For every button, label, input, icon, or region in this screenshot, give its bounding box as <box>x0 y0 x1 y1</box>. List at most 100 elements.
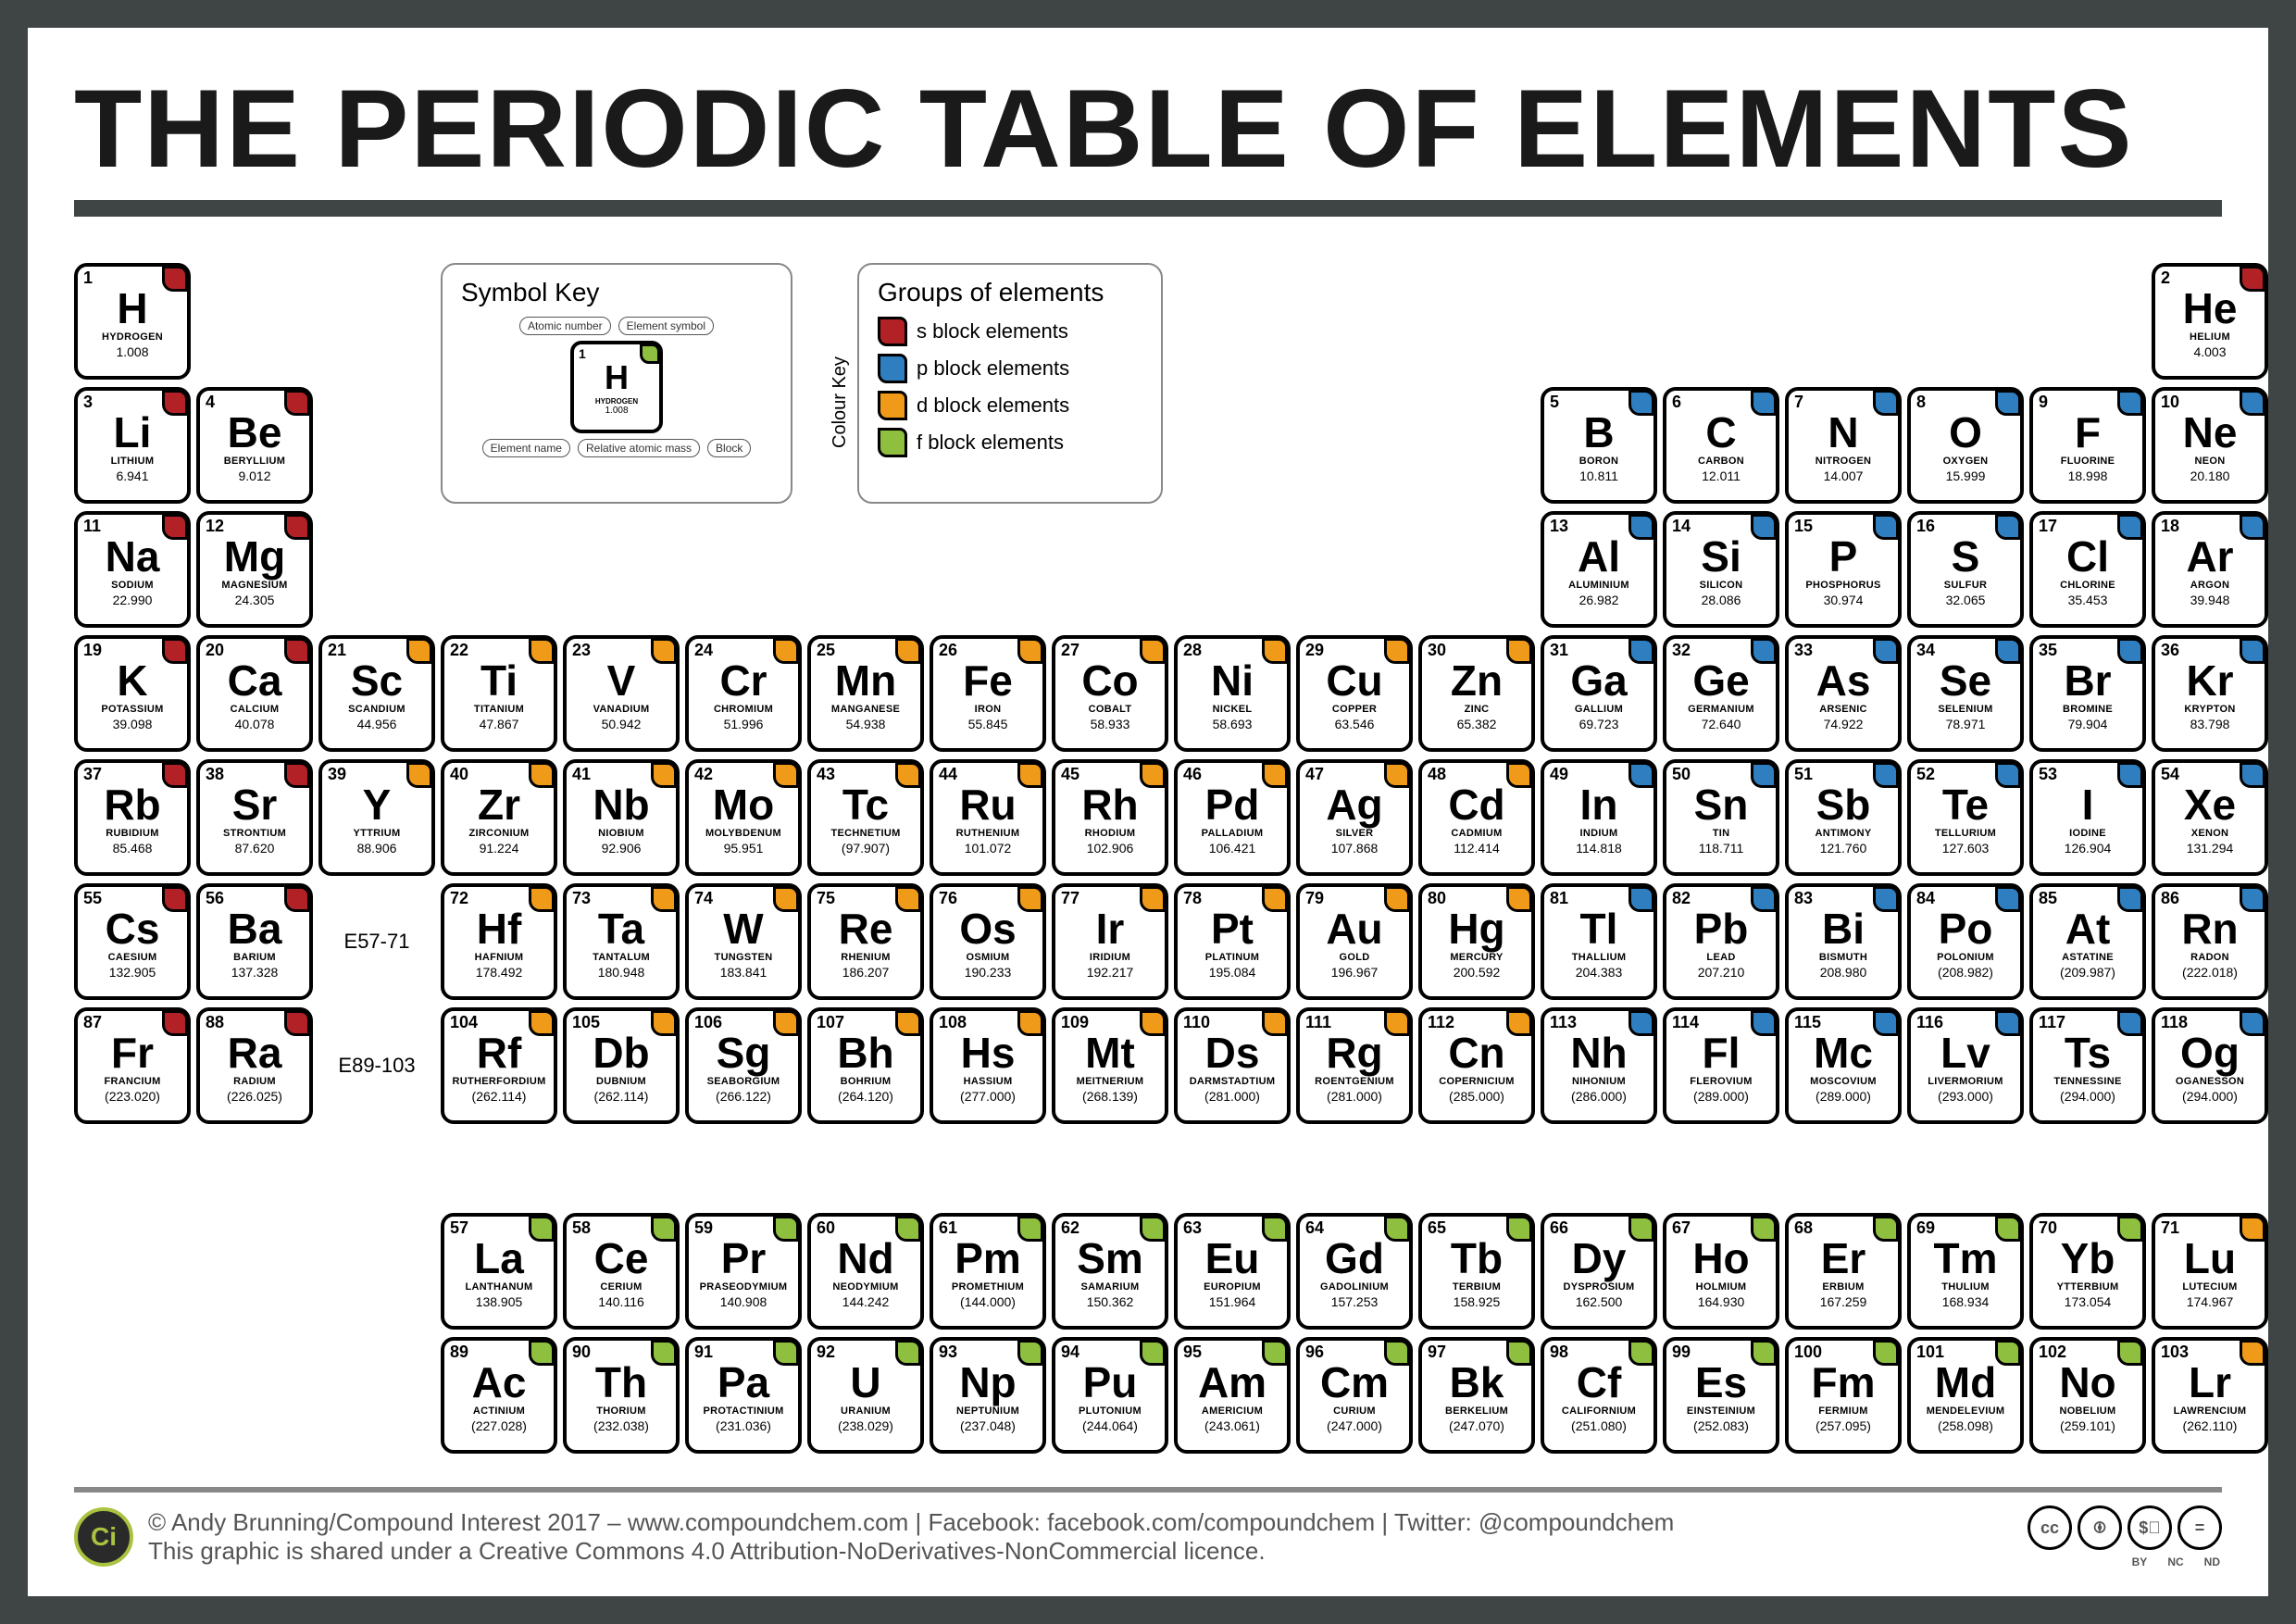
block-corner-icon <box>1628 1216 1654 1242</box>
atomic-mass: 85.468 <box>113 841 153 856</box>
element-cell-Tl: 81TlTHALLIUM204.383 <box>1541 883 1657 1000</box>
element-symbol: Ag <box>1326 783 1382 826</box>
element-name: MANGANESE <box>831 704 900 715</box>
element-symbol: Sm <box>1077 1237 1143 1280</box>
element-symbol: Ta <box>598 907 644 950</box>
element-name: PLATINUM <box>1205 952 1259 963</box>
element-name: BERKELIUM <box>1445 1405 1508 1417</box>
atomic-number: 87 <box>83 1013 102 1032</box>
element-cell-Og: 118OgOGANESSON(294.000) <box>2152 1007 2268 1124</box>
block-corner-icon <box>1873 638 1899 664</box>
colour-label-f: f block elements <box>917 431 1064 455</box>
atomic-mass: 114.818 <box>1576 841 1622 856</box>
element-name: ZINC <box>1465 704 1490 715</box>
element-cell-In: 49InINDIUM114.818 <box>1541 759 1657 876</box>
block-corner-icon <box>1384 886 1410 912</box>
element-symbol: Cl <box>2066 535 2109 578</box>
block-corner-icon <box>2240 266 2265 292</box>
block-corner-icon <box>651 886 677 912</box>
atomic-mass: 192.217 <box>1087 965 1134 980</box>
element-symbol: F <box>2075 411 2101 454</box>
element-symbol: Mt <box>1085 1031 1135 1074</box>
element-cell-Zr: 40ZrZIRCONIUM91.224 <box>441 759 557 876</box>
element-symbol: Ce <box>594 1237 649 1280</box>
atomic-mass: 126.904 <box>2065 841 2112 856</box>
block-corner-icon <box>1873 390 1899 416</box>
colour-key-title: Groups of elements <box>878 278 1142 307</box>
element-cell-Pa: 91PaPROTACTINIUM(231.036) <box>685 1337 802 1454</box>
element-symbol: Cr <box>719 659 767 702</box>
colour-swatch-f <box>878 428 907 457</box>
element-cell-C: 6CCARBON12.011 <box>1663 387 1779 504</box>
ci-logo-icon: Ci <box>74 1507 133 1567</box>
element-symbol: Rb <box>104 783 160 826</box>
element-symbol: Nb <box>593 783 649 826</box>
example-num: 1 <box>579 346 586 361</box>
element-cell-Lv: 116LvLIVERMORIUM(293.000) <box>1907 1007 2024 1124</box>
element-name: SILICON <box>1700 580 1743 591</box>
block-corner-icon <box>1506 638 1532 664</box>
atomic-number: 2 <box>2161 269 2170 288</box>
atomic-mass: (258.098) <box>1938 1418 1993 1433</box>
atomic-number: 37 <box>83 765 102 784</box>
atomic-number: 10 <box>2161 393 2179 412</box>
element-symbol: Ni <box>1211 659 1254 702</box>
element-cell-Cf: 98CfCALIFORNIUM(251.080) <box>1541 1337 1657 1454</box>
element-name: BOHRIUM <box>841 1076 892 1087</box>
element-symbol: Br <box>2064 659 2111 702</box>
element-cell-No: 102NoNOBELIUM(259.101) <box>2029 1337 2146 1454</box>
atomic-mass: (294.000) <box>2060 1089 2115 1104</box>
atomic-number: 68 <box>1794 1218 1813 1238</box>
block-corner-icon <box>651 1216 677 1242</box>
atomic-number: 80 <box>1428 889 1446 908</box>
element-symbol: Dy <box>1572 1237 1627 1280</box>
element-name: INDIUM <box>1580 828 1618 839</box>
element-name: OSMIUM <box>966 952 1009 963</box>
block-corner-icon <box>529 1340 555 1366</box>
symbol-key-title: Symbol Key <box>461 278 772 307</box>
atomic-number: 18 <box>2161 517 2179 536</box>
element-symbol: S <box>1952 535 1980 578</box>
element-name: FLEROVIUM <box>1690 1076 1752 1087</box>
atomic-number: 117 <box>2039 1013 2065 1032</box>
atomic-mass: 162.500 <box>1576 1294 1623 1309</box>
element-name: CALCIUM <box>231 704 280 715</box>
element-name: GERMANIUM <box>1688 704 1754 715</box>
cc-by-icon: 🅯 <box>2078 1505 2122 1550</box>
atomic-number: 55 <box>83 889 102 908</box>
atomic-number: 53 <box>2039 765 2057 784</box>
element-name: NEON <box>2195 456 2226 467</box>
element-symbol: Tl <box>1580 907 1618 950</box>
element-symbol: P <box>1829 535 1858 578</box>
element-symbol: Ds <box>1205 1031 1260 1074</box>
block-corner-icon <box>1384 1216 1410 1242</box>
element-name: THALLIUM <box>1572 952 1627 963</box>
element-cell-Na: 11NaSODIUM22.990 <box>74 511 191 628</box>
colour-key-item-d: d block elements <box>878 391 1142 420</box>
block-corner-icon <box>1751 1340 1777 1366</box>
element-symbol: Os <box>959 907 1016 950</box>
block-corner-icon <box>1262 762 1288 788</box>
element-cell-K: 19KPOTASSIUM39.098 <box>74 635 191 752</box>
atomic-mass: 58.693 <box>1213 717 1253 731</box>
element-cell-Ne: 10NeNEON20.180 <box>2152 387 2268 504</box>
element-name: SAMARIUM <box>1081 1281 1140 1293</box>
atomic-mass: 10.811 <box>1579 468 1618 483</box>
atomic-number: 106 <box>694 1013 722 1032</box>
atomic-number: 102 <box>2039 1343 2066 1362</box>
atomic-mass: 158.925 <box>1454 1294 1501 1309</box>
element-cell-Tb: 65TbTERBIUM158.925 <box>1418 1213 1535 1330</box>
element-symbol: Ra <box>228 1031 282 1074</box>
element-name: PRASEODYMIUM <box>700 1281 788 1293</box>
element-cell-Cl: 17ClCHLORINE35.453 <box>2029 511 2146 628</box>
atomic-mass: (262.114) <box>472 1089 527 1104</box>
block-corner-icon <box>1017 1216 1043 1242</box>
atomic-mass: 54.938 <box>846 717 886 731</box>
cc-label-by: BY <box>2132 1555 2148 1568</box>
atomic-mass: 140.908 <box>720 1294 767 1309</box>
element-symbol: Se <box>1940 659 1991 702</box>
block-corner-icon <box>529 1216 555 1242</box>
atomic-mass: (222.018) <box>2182 965 2238 980</box>
element-symbol: Mo <box>713 783 774 826</box>
atomic-number: 40 <box>450 765 468 784</box>
